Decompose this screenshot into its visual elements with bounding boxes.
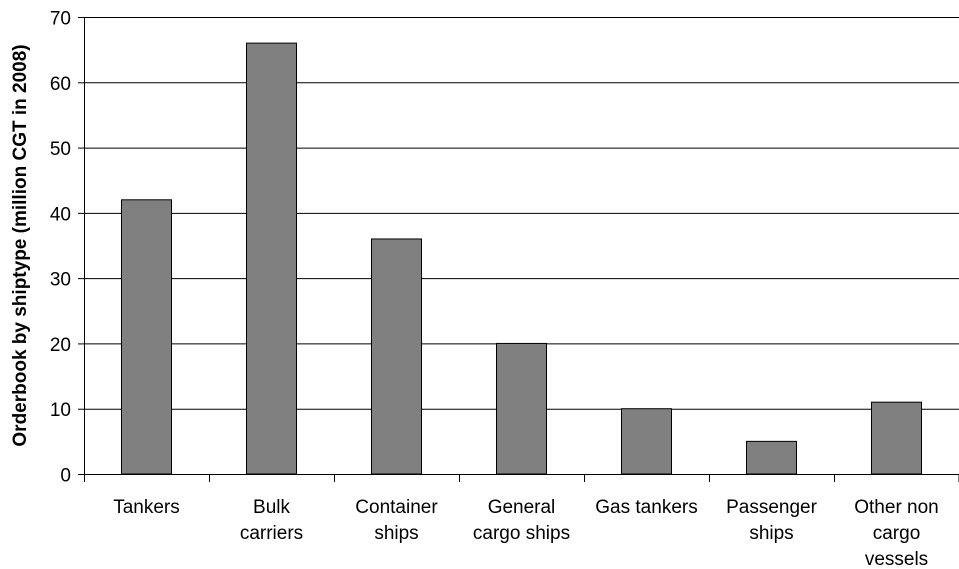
bar (746, 440, 797, 475)
y-tick-label: 10 (50, 400, 71, 421)
bar (496, 342, 547, 475)
x-category-label-line: Gas tankers (595, 497, 697, 518)
x-category-label-line: ships (374, 523, 418, 544)
x-category-label: Tankers (113, 497, 180, 518)
y-tick-label: 70 (50, 9, 71, 30)
axes (78, 17, 959, 482)
x-category-labels: Tankers Bulk carriers Container ships General… (113, 497, 939, 569)
x-category-label: General cargo ships (473, 497, 570, 544)
bars (121, 42, 922, 475)
x-category-label-line: vessels (865, 549, 928, 569)
y-tick-label: 30 (50, 270, 71, 291)
bar (246, 42, 297, 475)
y-tick-label: 50 (50, 139, 71, 160)
x-category-label-line: cargo (873, 523, 921, 544)
bar (621, 408, 672, 475)
x-category-label-line: Bulk (253, 497, 290, 518)
x-category-label: Container ships (355, 497, 438, 544)
x-category-label: Gas tankers (595, 497, 697, 518)
x-category-label-line: Passenger (726, 497, 818, 518)
x-category-label: Other non cargo vessels (854, 497, 939, 569)
y-tick-labels: 0 10 20 30 40 50 60 70 (50, 9, 71, 487)
y-axis-title: Orderbook by shiptype (million CGT in 20… (10, 44, 31, 446)
x-category-label-line: General (488, 497, 556, 518)
bar (121, 199, 172, 475)
y-tick-label: 60 (50, 74, 71, 95)
y-tick-label: 20 (50, 335, 71, 356)
x-category-label-line: carriers (240, 523, 303, 544)
x-category-label: Bulk carriers (240, 497, 303, 544)
gridlines (84, 17, 959, 410)
y-tick-label: 0 (60, 466, 71, 487)
x-category-label-line: Container (355, 497, 438, 518)
x-category-label-line: cargo ships (473, 523, 570, 544)
bar (371, 238, 422, 475)
x-category-label-line: Tankers (113, 497, 180, 518)
bar (871, 401, 922, 475)
x-category-label-line: ships (749, 523, 793, 544)
x-category-label: Passenger ships (726, 497, 818, 544)
y-tick-label: 40 (50, 204, 71, 225)
x-category-label-line: Other non (854, 497, 939, 518)
